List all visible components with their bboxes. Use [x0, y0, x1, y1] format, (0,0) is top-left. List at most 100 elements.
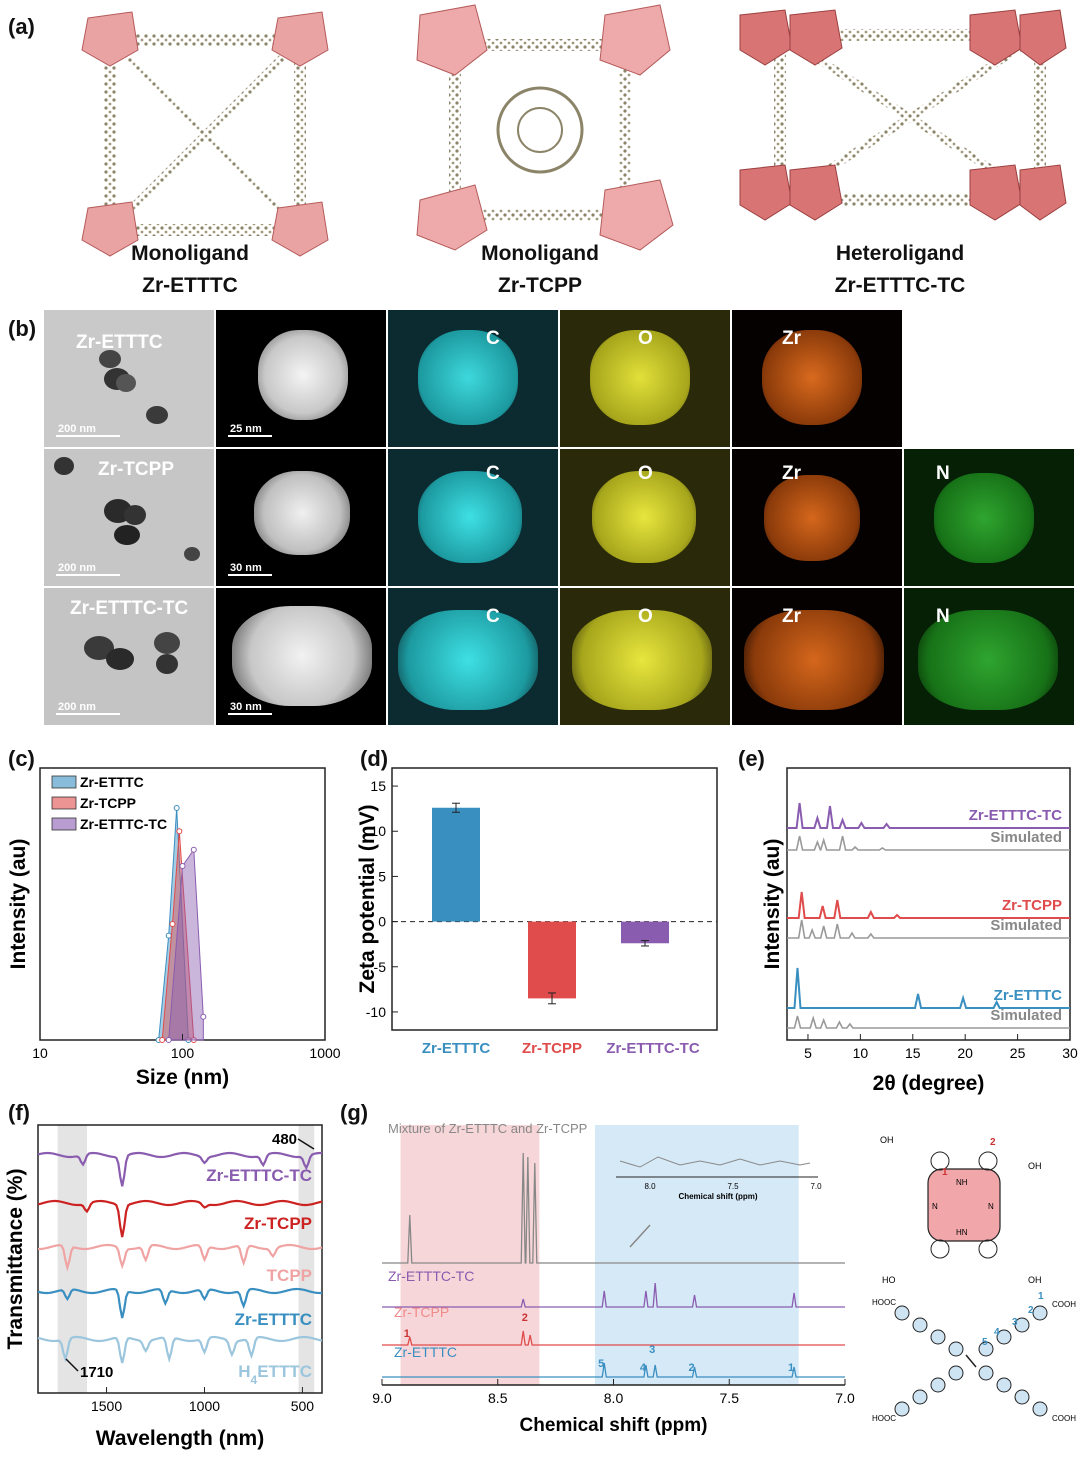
x-axis-label: Wavelength (nm) [96, 1427, 264, 1450]
x-tick-label: 20 [957, 1045, 973, 1061]
trace-label: Simulated [990, 829, 1062, 846]
x-tick-label: 9.0 [372, 1390, 392, 1406]
mof-structures-figure [81, 4, 1067, 257]
annotation-480: 480 [272, 1131, 297, 1148]
zeta-bar-zr-etttc [432, 807, 480, 922]
y-axis-label: Transmittance (%) [4, 1169, 27, 1350]
map-c: C [388, 310, 558, 447]
atom-label: N [932, 1202, 938, 1211]
trace-label: Zr-ETTTC-TC [969, 807, 1062, 824]
phenyl-ring [996, 1377, 1012, 1393]
data-point [165, 932, 172, 939]
map-n: N [904, 449, 1074, 586]
plot-frame [37, 1124, 323, 1394]
panel-label-a: (a) [8, 14, 35, 39]
inset-tick-label: 7.5 [727, 1182, 739, 1191]
panel-label-c: (c) [8, 746, 35, 771]
map-o: O [560, 310, 730, 447]
structure-number: 2 [990, 1137, 996, 1148]
ethylene-bond [965, 1354, 977, 1368]
phenyl-ring [894, 1305, 910, 1321]
tcpp-structure: OH OH HO OH 1 2 N N NH HN [880, 1135, 1042, 1285]
y-tick-label: 10 [370, 823, 386, 839]
x-tick-label: 5 [804, 1045, 812, 1061]
inset-tick-label: 8.0 [644, 1182, 656, 1191]
inset-axis-label: Chemical shift (ppm) [678, 1192, 757, 1201]
group-label: OH [1028, 1275, 1042, 1285]
legend-swatch [51, 817, 77, 831]
chart-g: Mixture of Zr-ETTTC and Zr-TCPP Zr-ETTTC-… [372, 1121, 1076, 1436]
phenyl-ring [930, 1329, 946, 1345]
annotation-arrow [65, 1358, 79, 1372]
peak-label: 3 [649, 1344, 655, 1356]
tem-image: Zr-ETTTC-TC 200 nm [44, 588, 214, 725]
porphyrin-core [927, 1168, 1001, 1242]
trace-label: Zr-TCPP [394, 1304, 449, 1320]
x-tick-label: 8.5 [488, 1390, 508, 1406]
group-label: OH [880, 1135, 894, 1145]
highlight-band-blue [594, 1125, 799, 1385]
structure-zr-etttc-tc [739, 9, 1067, 221]
peak-label: 4 [640, 1362, 647, 1374]
structure-number: 5 [982, 1337, 988, 1348]
pxrd-trace [787, 919, 1070, 939]
ftir-trace [37, 1243, 323, 1272]
group-label: HOOC [872, 1298, 896, 1307]
y-axis-label: Zeta potential (mV) [356, 804, 379, 993]
peak-label: 5 [598, 1358, 604, 1370]
legend-label: Zr-ETTTC-TC [80, 816, 167, 832]
annotation-arrow [297, 1138, 315, 1150]
chart-f: Zr-ETTTC-TCZr-TCPPTCPPZr-ETTTCH4ETTTC480… [4, 1124, 323, 1450]
highlight-band-pink [400, 1125, 540, 1385]
phenyl-ring [948, 1341, 964, 1357]
x-tick-label: 10 [853, 1045, 869, 1061]
structure-number: 3 [1012, 1317, 1018, 1328]
legend-label: Zr-ETTTC [80, 774, 144, 790]
x-tick-label: 7.5 [720, 1390, 740, 1406]
structure-caption-1: Monoligand Zr-ETTTC [131, 242, 249, 297]
category-label: Zr-ETTTC [422, 1040, 490, 1057]
trace-label: Zr-ETTTC-TC [388, 1268, 474, 1284]
trace-label: Zr-ETTTC [235, 1310, 312, 1329]
inset-tick-label: 7.0 [810, 1182, 822, 1191]
category-label: Zr-TCPP [522, 1040, 582, 1057]
haadf-image: 30 nm [216, 449, 386, 586]
phenyl-ring [930, 1239, 950, 1259]
phenyl-ring [996, 1329, 1012, 1345]
data-point [190, 846, 197, 853]
phenyl-ring [930, 1151, 950, 1171]
structure-caption-2: Monoligand Zr-TCPP [481, 242, 599, 297]
trace-label: Zr-TCPP [1002, 897, 1062, 914]
x-tick-label: 100 [171, 1045, 195, 1061]
phenyl-ring [978, 1341, 994, 1357]
data-point [179, 863, 186, 869]
x-tick-label: 30 [1062, 1045, 1078, 1061]
data-point [159, 1037, 166, 1043]
nmr-trace [382, 1282, 845, 1308]
structure-zr-etttc [81, 11, 329, 257]
atom-label: HN [956, 1228, 968, 1237]
trace-label: Mixture of Zr-ETTTC and Zr-TCPP [388, 1121, 587, 1136]
phenyl-ring [978, 1365, 994, 1381]
peak-label: 1 [404, 1328, 410, 1340]
data-point [169, 921, 176, 927]
nmr-trace [382, 1362, 845, 1378]
structure-number: 4 [994, 1327, 1000, 1338]
map-zr: Zr [732, 310, 902, 447]
trace-label: TCPP [267, 1266, 312, 1285]
peak-label: 2 [522, 1312, 528, 1324]
legend-swatch [51, 775, 77, 789]
map-n: N [904, 588, 1074, 725]
haadf-image: 25 nm [216, 310, 386, 447]
phenyl-ring [1032, 1305, 1048, 1321]
legend-swatch [51, 796, 77, 810]
category-label: Zr-ETTTC-TC [606, 1040, 699, 1057]
phenyl-ring [912, 1317, 928, 1333]
trace-label: Zr-TCPP [244, 1214, 312, 1233]
x-axis-label: Chemical shift (ppm) [520, 1415, 708, 1436]
phenyl-ring [912, 1389, 928, 1405]
phenyl-ring [1014, 1317, 1030, 1333]
y-tick-label: 5 [378, 868, 386, 884]
group-label: HOOC [872, 1414, 896, 1423]
structure-number: 1 [1038, 1291, 1044, 1302]
